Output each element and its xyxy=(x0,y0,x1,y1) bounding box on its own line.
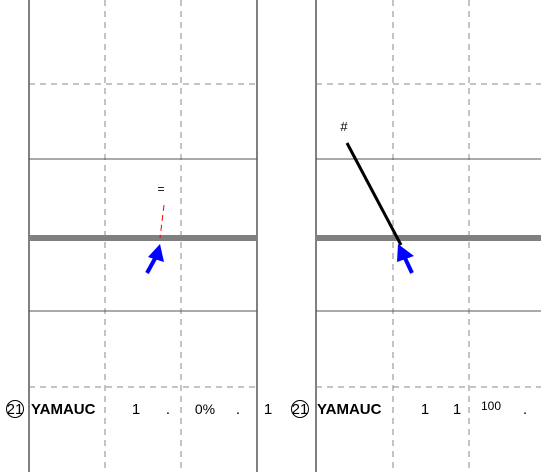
right-blue-arrow-icon xyxy=(397,244,414,274)
right-circle-ring xyxy=(291,400,309,418)
right-center-band xyxy=(316,235,541,241)
right-circled-number-icon: 21 xyxy=(292,401,309,418)
right-row-c4: . xyxy=(523,401,527,418)
left-circled-number-icon: 21 xyxy=(7,401,24,418)
right-row-c3: 100 xyxy=(481,399,501,413)
left-row-c2: . xyxy=(166,401,170,418)
left-center-band xyxy=(29,235,257,241)
left-row-c4: . xyxy=(236,401,240,418)
left-circle-ring xyxy=(6,400,24,418)
left-row-c5: 1 xyxy=(264,401,272,418)
right-row-c2: 1 xyxy=(453,401,461,418)
left-row-c3: 0% xyxy=(195,401,215,417)
left-pointer-label: = xyxy=(157,182,164,196)
right-row-c1: 1 xyxy=(421,401,429,418)
left-pointer-line xyxy=(159,204,165,239)
left-panel: = 21 YAMAUC 1 . 0% . 1 xyxy=(6,0,272,472)
right-panel: # 21 YAMAUC 1 1 100 . xyxy=(291,0,541,472)
left-row-c1: 1 xyxy=(132,401,140,418)
right-pointer-label: # xyxy=(340,119,348,134)
right-row-name: YAMAUC xyxy=(317,401,382,418)
left-blue-arrow-icon xyxy=(145,244,164,274)
right-pointer-line xyxy=(345,142,403,246)
left-row-name: YAMAUC xyxy=(31,401,96,418)
